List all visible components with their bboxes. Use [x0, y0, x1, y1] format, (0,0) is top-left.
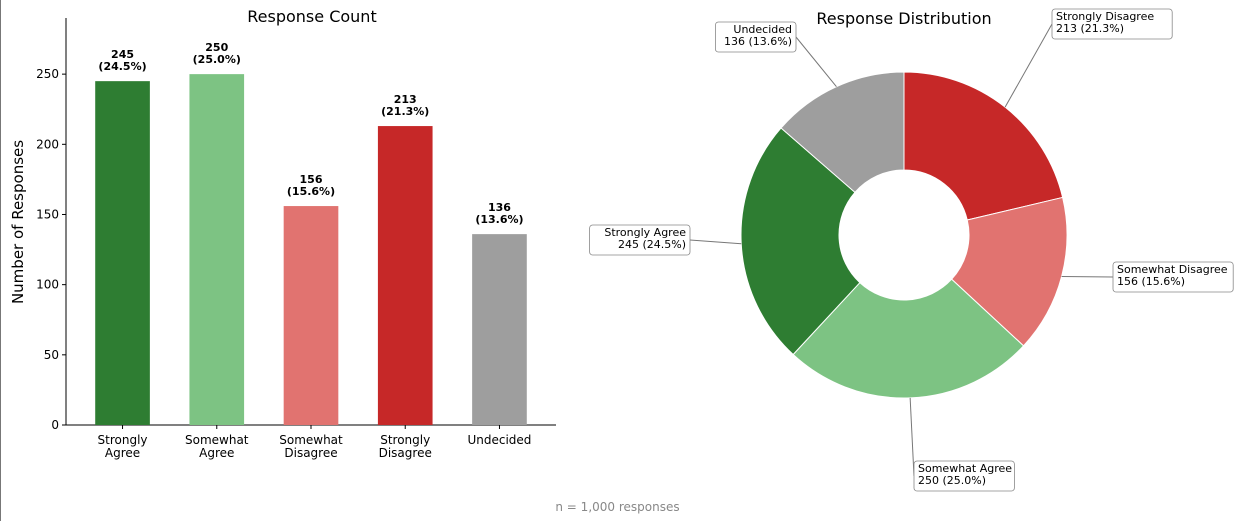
leader-line — [1004, 23, 1053, 108]
y-tick-label: 250 — [36, 67, 59, 81]
bar-chart-y-axis-label: Number of Responses — [9, 140, 27, 304]
slice-label-box — [913, 460, 1015, 492]
slice-label: Strongly Agree 245 (24.5%) — [604, 226, 686, 251]
slice-label-box — [589, 224, 691, 256]
bar-value-label: 156 (15.6%) — [287, 173, 335, 198]
donut-chart: Response Distribution Strongly Disagree 2… — [589, 8, 1234, 492]
sample-size-footnote: n = 1,000 responses — [555, 500, 680, 514]
y-tick-label: 150 — [36, 207, 59, 221]
slice-label: Somewhat Agree 250 (25.0%) — [918, 462, 1012, 487]
bar-strongly-disagree — [377, 126, 433, 425]
slice-label-box — [1051, 8, 1173, 40]
slice-label: Undecided 136 (13.6%) — [724, 23, 792, 48]
leader-line — [909, 397, 915, 477]
bar-undecided — [472, 234, 527, 425]
slice-label-box — [1112, 261, 1234, 293]
slice-undecided — [780, 71, 905, 194]
donut-chart-labels: Strongly Disagree 213 (21.3%) Somewhat Dis… — [589, 8, 1234, 492]
figure-left-edge — [0, 0, 1, 521]
x-tick-label: Somewhat Disagree — [279, 433, 343, 460]
y-tick-label: 50 — [44, 348, 59, 362]
y-tick-label: 0 — [51, 418, 59, 432]
leader-line — [689, 239, 742, 245]
donut-chart-title: Response Distribution — [816, 9, 991, 28]
bar-chart: Response Count Number of Responses 0 50 10… — [9, 7, 556, 460]
x-tick-label: Strongly Disagree — [379, 433, 432, 460]
donut-chart-slices — [740, 71, 1068, 399]
bar-value-label: 250 (25.0%) — [193, 41, 241, 66]
x-tick-label: Undecided — [467, 433, 531, 447]
slice-somewhat-disagree — [950, 196, 1068, 347]
y-tick-label: 200 — [36, 137, 59, 151]
bar-chart-axes: 0 50 100 150 200 250 Strongly Agree Somewhat Agre… — [36, 18, 556, 460]
bar-strongly-agree — [95, 81, 150, 425]
slice-strongly-disagree — [903, 71, 1064, 221]
slice-strongly-agree — [740, 127, 861, 356]
leader-line — [795, 36, 837, 87]
x-tick-label: Somewhat Agree — [185, 433, 249, 460]
slice-label: Somewhat Disagree 156 (15.6%) — [1117, 263, 1228, 288]
slice-label-box — [715, 21, 797, 53]
bar-somewhat-disagree — [283, 206, 339, 425]
bar-value-label: 136 (13.6%) — [475, 201, 523, 226]
bar-chart-bars: 245 (24.5%) 250 (25.0%) 156 (15.6%) 213 (21.3%)… — [95, 41, 527, 425]
slice-somewhat-agree — [792, 278, 1025, 399]
bar-value-label: 213 (21.3%) — [381, 93, 429, 118]
slice-label: Strongly Disagree 213 (21.3%) — [1056, 10, 1154, 35]
y-tick-label: 100 — [36, 278, 59, 292]
bar-somewhat-agree — [189, 74, 245, 425]
bar-value-label: 245 (24.5%) — [98, 48, 146, 73]
x-tick-label: Strongly Agree — [98, 433, 148, 460]
bar-chart-title: Response Count — [247, 7, 376, 26]
